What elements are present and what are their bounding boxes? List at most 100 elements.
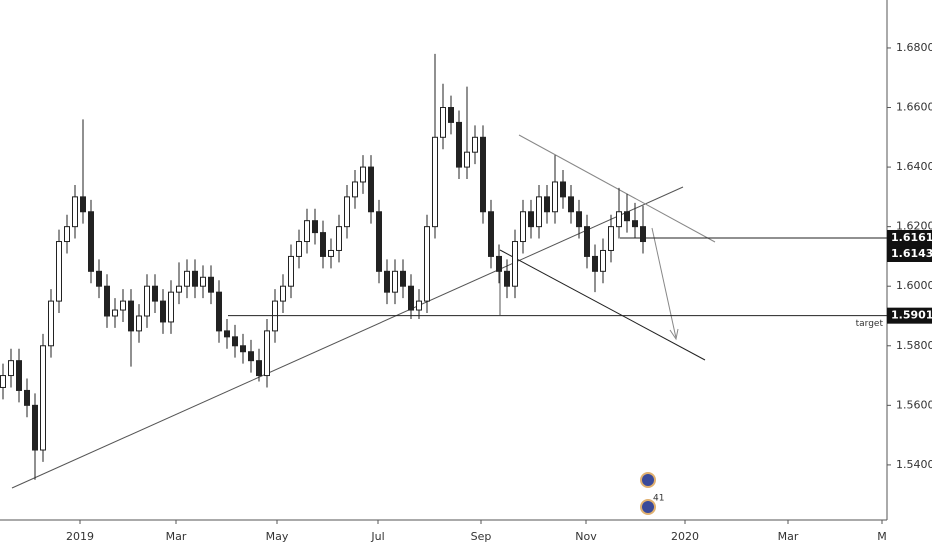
price-label-box	[887, 307, 932, 324]
candle-body	[200, 276, 206, 287]
candle-body	[176, 285, 182, 293]
x-tick-label: Jul	[370, 530, 384, 543]
candle-body	[264, 330, 270, 377]
candle-body	[96, 270, 102, 287]
candle-body	[328, 249, 334, 257]
x-tick-label: 2020	[671, 530, 699, 543]
x-tick-label: Sep	[471, 530, 492, 543]
candle-body	[448, 107, 454, 123]
candle-body	[24, 389, 30, 406]
event-icon[interactable]	[640, 499, 656, 515]
candle-body	[72, 196, 78, 228]
candle-body	[112, 309, 118, 317]
candle-body	[8, 360, 14, 377]
candle-body	[536, 196, 542, 228]
candle-body	[424, 226, 430, 302]
event-icon[interactable]	[640, 472, 656, 488]
candle-body	[592, 255, 598, 272]
candle-body	[408, 285, 414, 311]
candle-body	[568, 196, 574, 213]
y-tick-label: 1.54000	[896, 458, 932, 471]
candle-body	[216, 291, 222, 332]
x-tick-label: Nov	[575, 530, 597, 543]
candle-body	[48, 300, 54, 347]
candle-body	[88, 211, 94, 272]
arrow-head	[669, 328, 679, 341]
candle-body	[152, 285, 158, 302]
candle-body	[552, 181, 558, 213]
candle-body	[344, 196, 350, 228]
candle-body	[560, 181, 566, 198]
candle-body	[288, 255, 294, 287]
candle-body	[0, 375, 6, 388]
candle-body	[624, 211, 630, 222]
candle-body	[504, 270, 510, 287]
candle-body	[584, 226, 590, 257]
candle-body	[280, 285, 286, 302]
candle-body	[392, 270, 398, 293]
candle-body	[336, 226, 342, 251]
price-label: 1.59011	[891, 309, 932, 322]
candle-body	[488, 211, 494, 257]
candle-body	[304, 220, 310, 243]
y-tick-label: 1.64000	[896, 160, 932, 173]
candle-body	[376, 211, 382, 272]
candle-body	[464, 151, 470, 168]
candle-body	[616, 211, 622, 228]
candle-body	[232, 336, 238, 347]
candle-body	[40, 345, 46, 451]
candle-body	[192, 270, 198, 287]
candle-body	[640, 226, 646, 243]
candle-body	[64, 226, 70, 243]
candle-body	[80, 196, 86, 213]
candle-body	[600, 249, 606, 272]
candle-body	[544, 196, 550, 213]
price-label-box	[887, 229, 932, 246]
candle-body	[144, 285, 150, 317]
price-label-box	[887, 245, 932, 262]
x-tick-label: M	[877, 530, 887, 543]
candle-body	[240, 345, 246, 353]
candle-body	[472, 136, 478, 153]
candle-body	[224, 330, 230, 338]
candle-body	[168, 291, 174, 323]
x-tick-label: May	[266, 530, 289, 543]
y-tick-label: 1.66000	[896, 101, 932, 114]
candle-body	[184, 270, 190, 287]
y-tick-label: 1.60000	[896, 279, 932, 292]
candle-body	[520, 211, 526, 243]
drawings	[11, 134, 716, 515]
trend-line	[518, 134, 716, 243]
candle-body	[368, 166, 374, 213]
candle-body	[320, 232, 326, 257]
candle-body	[456, 121, 462, 168]
price-label: 1.61619	[891, 231, 932, 244]
x-tick-label: Mar	[778, 530, 799, 543]
candle-body	[208, 276, 214, 293]
candle-body	[56, 241, 62, 302]
candle-body	[352, 181, 358, 198]
trend-line	[499, 249, 706, 361]
candle-body	[16, 360, 22, 391]
x-tick-label: Mar	[166, 530, 187, 543]
candle-body	[160, 300, 166, 323]
y-tick-label: 1.56000	[896, 398, 932, 411]
candle-body	[384, 270, 390, 293]
x-tick-label: 2019	[66, 530, 94, 543]
candle-body	[416, 300, 422, 311]
trend-line	[11, 186, 684, 489]
candle-body	[128, 300, 134, 332]
candle-body	[496, 255, 502, 272]
y-tick-label: 1.68000	[896, 41, 932, 54]
candle-body	[296, 241, 302, 257]
candle-body	[528, 211, 534, 228]
candle-body	[312, 220, 318, 234]
candle-body	[120, 300, 126, 311]
y-tick-label: 1.62000	[896, 220, 932, 233]
candle-body	[360, 166, 366, 183]
candle-body	[440, 107, 446, 138]
candle-body	[400, 270, 406, 287]
candle-body	[32, 404, 38, 451]
candle-body	[608, 226, 614, 251]
